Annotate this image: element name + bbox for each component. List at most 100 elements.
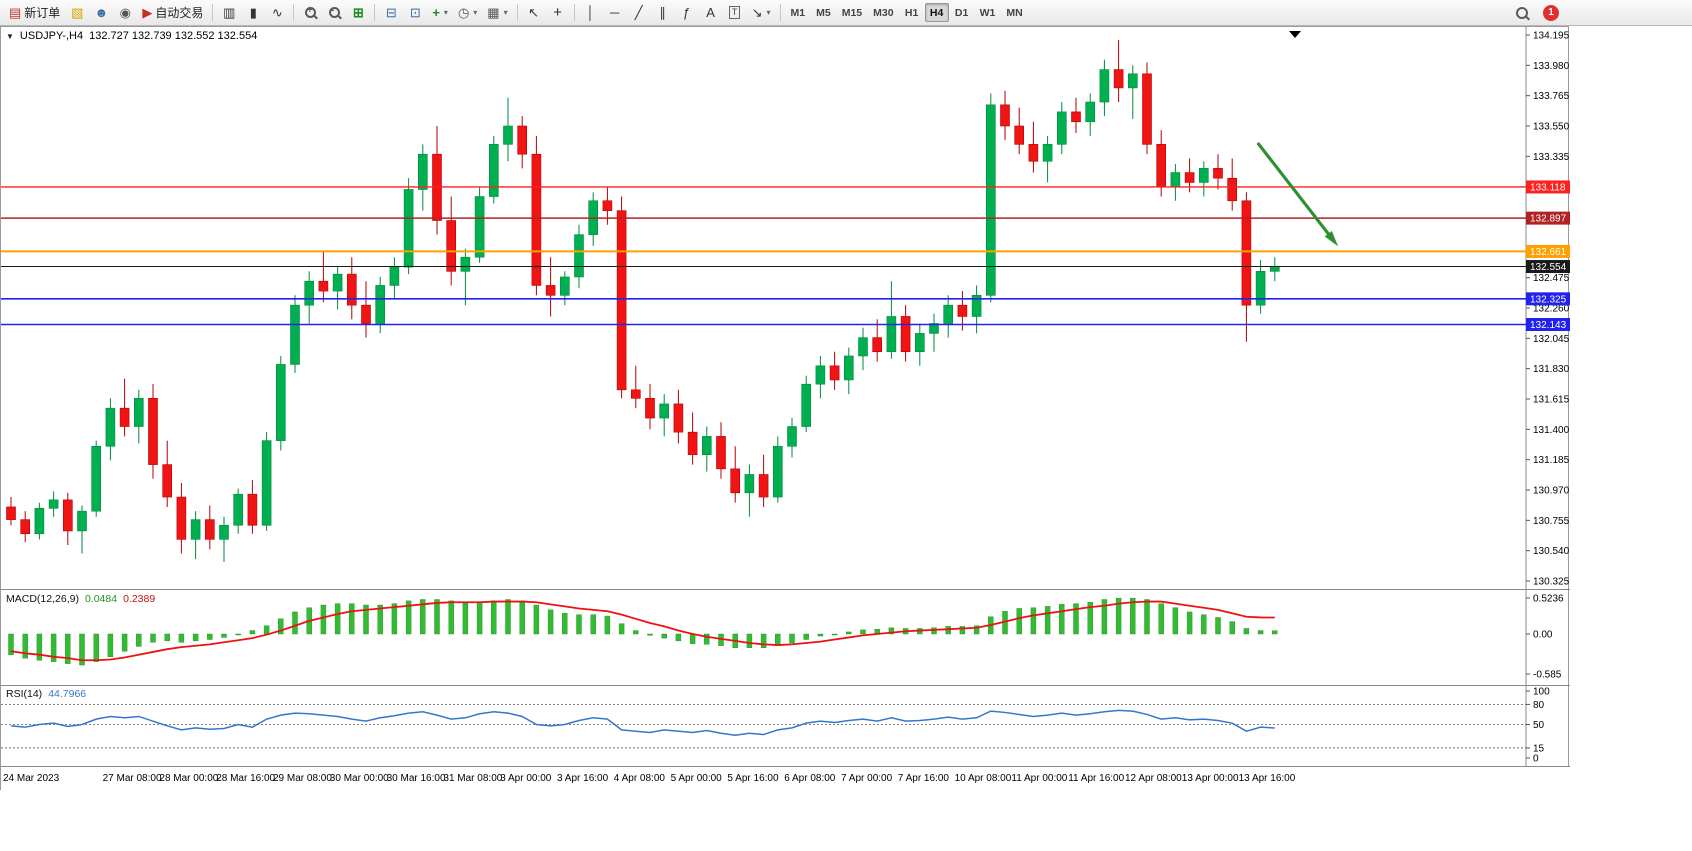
svg-text:132.475: 132.475 <box>1533 273 1570 284</box>
toolbar-separator <box>573 4 575 21</box>
rsi-pane-label: RSI(14) 44.7966 <box>6 688 86 700</box>
timeframe-m30-button[interactable]: M30 <box>873 6 894 19</box>
macd-signal-value: 0.2389 <box>123 593 156 605</box>
svg-text:132.554: 132.554 <box>1530 262 1567 273</box>
rsi-scale: 100 80 50 150 <box>1526 687 1550 765</box>
new-chart-icon: ▧ <box>71 5 84 20</box>
timeframe-d1-button[interactable]: D1 <box>954 6 969 19</box>
svg-text:133.335: 133.335 <box>1533 152 1570 163</box>
channel-icon: ∥ <box>659 5 666 20</box>
svg-text:130.325: 130.325 <box>1533 577 1570 588</box>
rsi-value: 44.7966 <box>48 688 87 700</box>
text-label-button[interactable]: T <box>724 2 746 23</box>
time-axis-label: 31 Mar 08:00 <box>443 773 503 784</box>
time-axis-label: 3 Apr 00:00 <box>500 773 552 784</box>
time-axis-label: 13 Apr 00:00 <box>1181 773 1239 784</box>
macd-scale: 0.5236 0.00 -0.585 <box>1526 594 1564 681</box>
cascade-windows-button[interactable]: ⊟ <box>380 2 402 23</box>
arrange-windows-button[interactable]: ⊡ <box>404 2 426 23</box>
indicators-button[interactable]: + ▾ <box>428 2 452 23</box>
arrows-button[interactable]: ↘ ▾ <box>748 2 775 23</box>
svg-text:50: 50 <box>1533 720 1545 731</box>
svg-text:133.980: 133.980 <box>1533 61 1570 72</box>
rsi-chart[interactable]: 100 80 50 150 <box>1 685 1570 766</box>
channel-button[interactable]: ∥ <box>652 2 674 23</box>
window-menu-icon[interactable]: ▼ <box>6 31 14 41</box>
fibonacci-button[interactable]: ƒ <box>676 2 698 23</box>
new-order-button[interactable]: ▤ 新订单 <box>5 2 64 23</box>
crosshair-button[interactable]: + <box>547 2 569 23</box>
timeframe-h1-button[interactable]: H1 <box>904 6 919 19</box>
macd-chart[interactable]: 0.5236 0.00 -0.585 <box>1 589 1570 685</box>
cursor-button[interactable]: ↖ <box>523 2 545 23</box>
candlestick-chart-button[interactable]: ▮ <box>242 2 264 23</box>
cursor-icon: ↖ <box>528 5 540 20</box>
text-icon: A <box>706 5 715 20</box>
svg-text:132.045: 132.045 <box>1533 334 1570 345</box>
toolbar-separator <box>374 4 376 21</box>
chart-shift-marker-icon[interactable] <box>1289 31 1301 38</box>
svg-text:15: 15 <box>1533 743 1545 754</box>
timeframe-w1-button[interactable]: W1 <box>979 6 996 19</box>
svg-text:0.5236: 0.5236 <box>1533 594 1564 605</box>
time-axis-label: 11 Apr 00:00 <box>1011 773 1068 784</box>
chart-symbol-period: USDJPY-,H4 <box>19 30 84 42</box>
price-scale: 134.195 133.980 133.765 133.550 133.335 132.4… <box>1525 27 1570 589</box>
profiles-icon: ☻ <box>94 5 109 20</box>
chevron-down-icon: ▾ <box>473 8 478 17</box>
text-button[interactable]: A <box>700 2 722 23</box>
svg-text:-0.585: -0.585 <box>1533 670 1562 681</box>
svg-text:100: 100 <box>1533 687 1550 698</box>
bar-chart-button[interactable]: ▥ <box>218 2 240 23</box>
community-icon: ◉ <box>119 5 131 20</box>
auto-trading-button[interactable]: ▶ 自动交易 <box>138 2 207 23</box>
new-chart-button[interactable]: ▧ <box>66 2 88 23</box>
svg-text:130.540: 130.540 <box>1533 546 1570 557</box>
horizontal-line-button[interactable]: ─ <box>604 2 626 23</box>
search-button[interactable] <box>1511 2 1533 23</box>
zoom-in-button[interactable]: + <box>299 2 321 23</box>
vertical-line-button[interactable]: │ <box>580 2 602 23</box>
timeframe-m1-button[interactable]: M1 <box>790 6 806 19</box>
timeframe-m5-button[interactable]: M5 <box>816 6 831 19</box>
tile-windows-button[interactable]: ⊞ <box>347 2 369 23</box>
search-icon <box>1516 6 1528 19</box>
time-axis-label: 3 Apr 16:00 <box>557 773 609 784</box>
time-axis-label: 12 Apr 08:00 <box>1125 773 1182 784</box>
time-axis-label: 7 Apr 16:00 <box>897 773 949 784</box>
time-axis-label: 29 Mar 08:00 <box>273 773 332 784</box>
svg-text:0: 0 <box>1533 754 1539 765</box>
timeframe-mn-button[interactable]: MN <box>1006 6 1023 19</box>
svg-text:130.755: 130.755 <box>1533 516 1570 527</box>
time-axis[interactable]: 24 Mar 2023 27 Mar 08:00 28 Mar 00:00 28 Ma… <box>1 766 1570 791</box>
periods-button[interactable]: ◷ ▾ <box>454 2 481 23</box>
price-chart[interactable]: 134.195 133.980 133.765 133.550 133.335 132.4… <box>1 27 1570 589</box>
timeframe-m15-button[interactable]: M15 <box>841 6 863 19</box>
community-button[interactable]: ◉ <box>114 2 136 23</box>
time-axis-label: 30 Mar 00:00 <box>329 773 389 784</box>
zoom-in-icon: + <box>304 5 316 18</box>
auto-trading-icon: ▶ <box>142 5 153 20</box>
chevron-down-icon: ▾ <box>443 8 448 17</box>
profiles-button[interactable]: ☻ <box>90 2 112 23</box>
macd-signal-line <box>10 600 1275 662</box>
time-axis-label: 24 Mar 2023 <box>3 773 60 784</box>
trendline-button[interactable]: ╱ <box>628 2 650 23</box>
crosshair-icon: + <box>553 4 562 21</box>
line-chart-button[interactable]: ∿ <box>266 2 288 23</box>
templates-button[interactable]: ▦ ▾ <box>483 2 511 23</box>
macd-main-value: 0.0484 <box>84 593 118 605</box>
time-axis-label: 11 Apr 16:00 <box>1068 773 1125 784</box>
timeframe-h4-button[interactable]: H4 <box>924 3 949 22</box>
time-axis-label: 4 Apr 08:00 <box>613 773 665 784</box>
svg-text:133.550: 133.550 <box>1533 122 1570 133</box>
notification-badge[interactable]: 1 <box>1543 4 1559 21</box>
toolbar-separator <box>212 4 214 21</box>
zoom-out-button[interactable]: - <box>323 2 345 23</box>
main-toolbar: ▤ 新订单 ▧ ☻ ◉ ▶ 自动交易 ▥ ▮ ∿ + - ⊞ ⊟ ⊡ + ▾ <box>0 0 1692 26</box>
time-axis-label: 7 Apr 00:00 <box>841 773 893 784</box>
text-label-icon: T <box>728 6 741 19</box>
fibonacci-icon: ƒ <box>682 5 691 20</box>
svg-text:132.661: 132.661 <box>1530 247 1567 258</box>
time-axis-label: 6 Apr 08:00 <box>784 773 836 784</box>
